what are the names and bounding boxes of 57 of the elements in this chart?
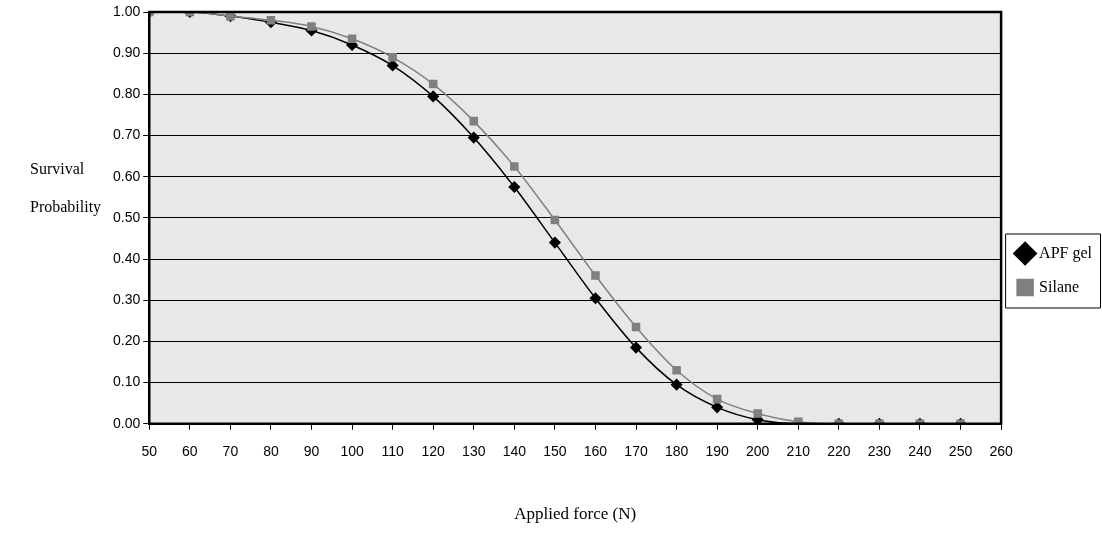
x-tick-label: 200: [746, 443, 770, 460]
x-axis-title: Applied force (N): [514, 504, 637, 524]
x-tick-label: 50: [141, 443, 158, 460]
y-tick-label: 0.30: [113, 291, 141, 308]
y-tick-label: 0.40: [113, 249, 141, 266]
point: [508, 181, 521, 193]
x-tick-label: 140: [502, 443, 527, 460]
y-tick-label: 0.50: [113, 208, 141, 225]
point: [550, 215, 560, 225]
x-tick-label: 230: [867, 443, 892, 460]
point: [510, 162, 519, 171]
y-tick-label: 0.90: [113, 44, 141, 61]
x-tick-label: 80: [263, 443, 279, 460]
point: [672, 365, 681, 375]
x-tick-label: 250: [948, 443, 973, 460]
y-tick-label: 0.00: [113, 414, 141, 431]
point: [427, 90, 439, 103]
point: [468, 131, 480, 144]
point: [631, 322, 641, 332]
x-tick-label: 90: [303, 443, 320, 460]
x-tick-label: 60: [182, 443, 198, 460]
y-tick-label: 0.60: [113, 167, 141, 184]
text: Survival Probability: [30, 160, 102, 215]
x-tick-label: 160: [583, 443, 608, 460]
point: [591, 271, 600, 280]
point: [712, 394, 722, 404]
point: [670, 378, 683, 391]
x-tick-label: 100: [340, 443, 364, 460]
legend-label: Silane: [1039, 277, 1080, 295]
x-tick-label: 120: [421, 443, 446, 460]
x-tick-label: 180: [664, 443, 689, 460]
point: [469, 116, 479, 126]
x-tick-label: 150: [543, 443, 567, 460]
x-tick-label: 260: [989, 443, 1013, 460]
x-tick-label: 130: [462, 443, 486, 460]
point: [630, 341, 642, 354]
y-tick-label: 0.10: [113, 373, 141, 390]
y-tick-label: 0.80: [113, 85, 141, 102]
x-tick-label: 210: [786, 443, 811, 460]
point: [753, 409, 762, 418]
x-tick-label: 190: [705, 443, 730, 460]
point: [388, 53, 397, 62]
point: [347, 34, 357, 44]
y-tick-label: 0.70: [113, 126, 141, 143]
point: [589, 292, 602, 304]
point: [266, 15, 276, 25]
point: [549, 236, 561, 249]
legend-label: APF gel: [1039, 243, 1093, 262]
y-tick-label: 0.20: [113, 332, 141, 349]
point: [428, 79, 438, 89]
point: [307, 22, 316, 31]
x-tick-label: 240: [908, 443, 932, 460]
y-tick-label: 1.00: [113, 2, 141, 19]
x-tick-label: 220: [827, 443, 851, 460]
x-tick-label: 70: [222, 443, 239, 460]
x-tick-label: 170: [624, 443, 648, 460]
x-tick-label: 110: [381, 443, 404, 460]
